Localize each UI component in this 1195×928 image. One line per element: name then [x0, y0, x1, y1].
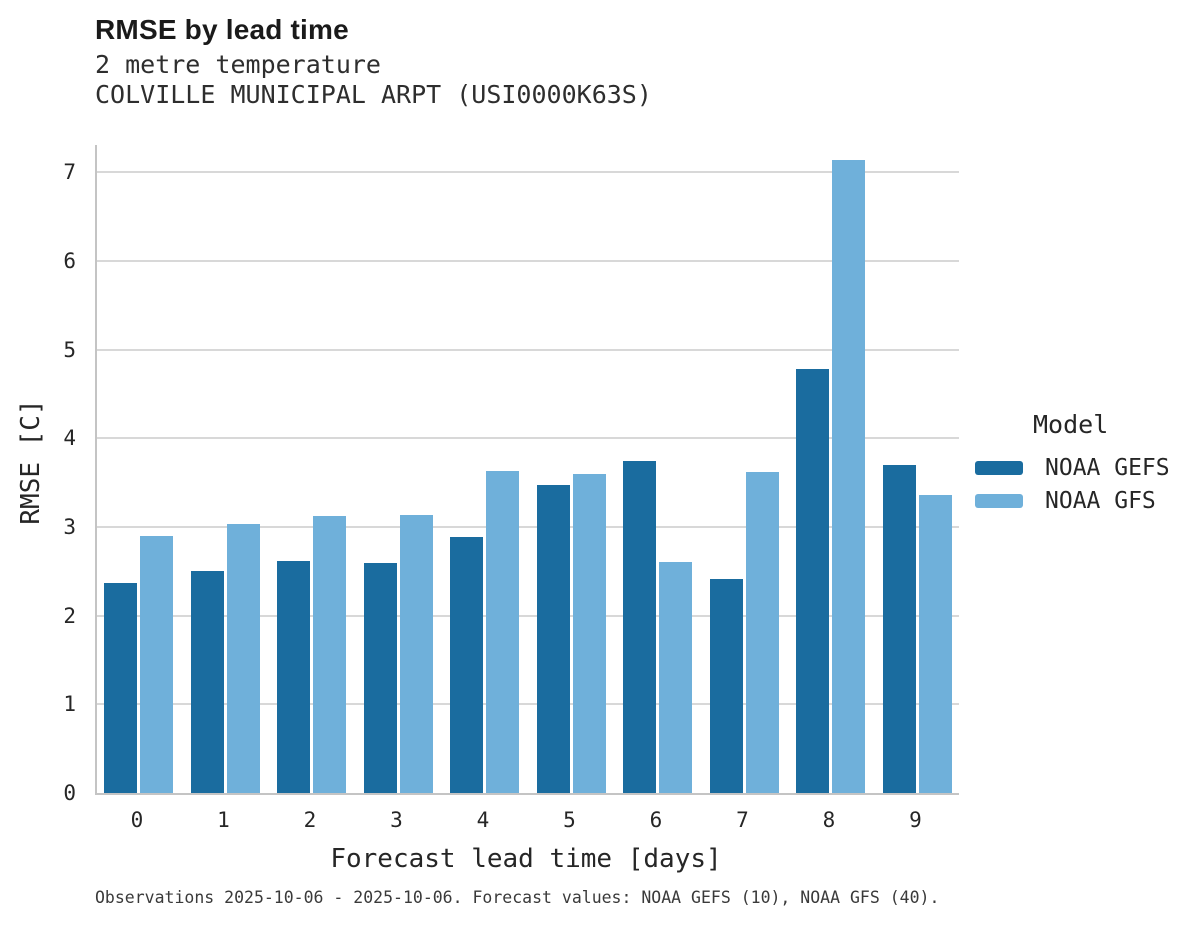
bar-noaa-gefs-lead-7 — [709, 579, 743, 793]
bar-noaa-gfs-lead-1 — [226, 523, 260, 793]
bar-noaa-gfs-lead-9 — [918, 495, 952, 793]
x-tick-label-6: 6 — [649, 808, 663, 832]
x-tick-label-8: 8 — [822, 808, 836, 832]
bar-noaa-gfs-lead-6 — [659, 561, 693, 793]
x-tick-label-0: 0 — [130, 808, 144, 832]
bar-noaa-gfs-lead-7 — [745, 472, 779, 793]
bar-noaa-gefs-lead-9 — [882, 465, 916, 793]
bar-noaa-gefs-lead-1 — [190, 570, 224, 793]
chart-subtitle-station: COLVILLE MUNICIPAL ARPT (USI0000K63S) — [95, 80, 652, 109]
gridline-y-2 — [97, 614, 959, 617]
x-tick-label-7: 7 — [736, 808, 749, 832]
bar-noaa-gefs-lead-2 — [277, 560, 311, 793]
bar-noaa-gefs-lead-4 — [450, 536, 484, 793]
legend-swatch-noaa-gefs — [975, 461, 1023, 475]
x-tick-label-3: 3 — [390, 808, 403, 832]
y-tick-label-0: 0 — [63, 781, 76, 805]
gridline-y-5 — [97, 348, 959, 351]
gridline-y-1 — [97, 703, 959, 706]
legend-title: Model — [1033, 410, 1109, 439]
legend-swatch-noaa-gfs — [975, 494, 1023, 508]
bar-noaa-gfs-lead-0 — [140, 535, 174, 793]
x-tick-label-5: 5 — [563, 808, 576, 832]
y-axis-title: RMSE [C] — [16, 399, 46, 525]
x-tick-label-9: 9 — [909, 808, 922, 832]
bar-noaa-gfs-lead-5 — [572, 473, 606, 793]
x-tick-label-2: 2 — [303, 808, 317, 832]
chart-title: RMSE by lead time — [95, 14, 349, 45]
y-tick-label-4: 4 — [63, 426, 76, 451]
y-tick-label-1: 1 — [63, 692, 76, 717]
y-tick-label-5: 5 — [63, 337, 76, 362]
plot-area — [95, 145, 959, 795]
bar-noaa-gfs-lead-4 — [486, 471, 520, 793]
x-axis-title: Forecast lead time [days] — [330, 844, 722, 874]
legend-label-noaa-gfs: NOAA GFS — [1045, 488, 1156, 514]
caption-text: Observations 2025-10-06 - 2025-10-06. Fo… — [95, 888, 940, 907]
bar-noaa-gefs-lead-0 — [104, 582, 138, 793]
bar-noaa-gefs-lead-6 — [623, 460, 657, 793]
x-tick-label-4: 4 — [476, 808, 490, 832]
x-tick-label-1: 1 — [217, 808, 230, 832]
y-tick-label-7: 7 — [63, 160, 76, 185]
bar-noaa-gfs-lead-3 — [399, 514, 433, 793]
bar-noaa-gefs-lead-3 — [363, 562, 397, 793]
gridline-y-4 — [97, 437, 959, 440]
y-tick-label-2: 2 — [63, 603, 76, 628]
bar-noaa-gefs-lead-8 — [796, 369, 830, 793]
gridline-y-3 — [97, 526, 959, 529]
y-tick-label-6: 6 — [63, 249, 76, 274]
y-tick-label-3: 3 — [63, 515, 76, 540]
chart-subtitle-variable: 2 metre temperature — [95, 50, 381, 79]
bar-noaa-gefs-lead-5 — [536, 484, 570, 793]
bar-noaa-gfs-lead-2 — [313, 516, 347, 793]
legend-label-noaa-gefs: NOAA GEFS — [1045, 455, 1170, 481]
gridline-y-7 — [97, 171, 959, 174]
bar-noaa-gfs-lead-8 — [832, 160, 866, 793]
gridline-y-6 — [97, 260, 959, 263]
